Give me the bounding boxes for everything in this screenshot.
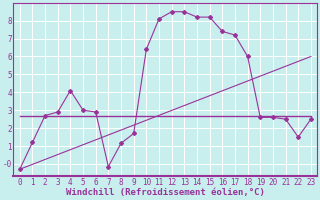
X-axis label: Windchill (Refroidissement éolien,°C): Windchill (Refroidissement éolien,°C) [66, 188, 265, 197]
